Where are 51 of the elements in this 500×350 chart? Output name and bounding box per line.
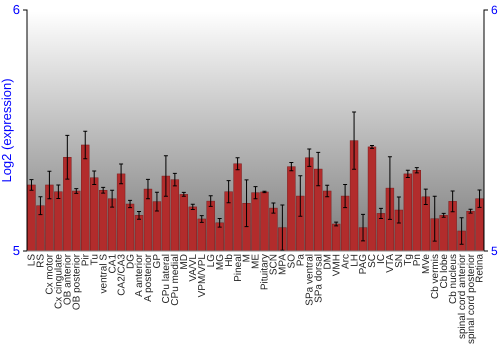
x-tick-label: CA2/CA3: [116, 254, 128, 296]
x-tick-label: PAG: [358, 254, 370, 274]
x-tick-label: MG: [214, 254, 226, 270]
x-tick-label: LH: [349, 254, 360, 267]
x-tick-label: spinal cord anterior: [456, 253, 468, 340]
x-tick-label: A anterior: [134, 253, 146, 297]
x-tick-label: SC: [367, 254, 378, 268]
x-tick-label: OB posterior: [71, 253, 82, 310]
x-tick-label: SO: [286, 254, 298, 268]
x-tick-label: SCN: [268, 254, 280, 276]
x-tick-label: Pn: [412, 254, 423, 266]
x-tick-label: Arc: [340, 254, 352, 269]
x-tick-label: Retina: [474, 254, 486, 283]
y-axis-title: Log2 (expression): [0, 78, 14, 183]
x-tick-label: VTA: [385, 254, 396, 273]
x-tick-label: VPM/VPL: [196, 254, 208, 298]
x-tick-label: spinal cord posterior: [466, 253, 477, 344]
x-tick-label: ventral S: [98, 254, 110, 294]
x-tick-label: Pir: [80, 253, 92, 266]
x-tick-label: Cb lobe: [438, 254, 450, 288]
x-tick-label: LS: [26, 254, 38, 266]
x-tick-label: MPA: [278, 254, 289, 275]
y2-tick-label: 6: [491, 2, 498, 17]
x-tick-label: Cb nucleus: [448, 254, 459, 304]
y2-tick-label: 5: [491, 244, 498, 258]
x-tick-label: SPa dorsal: [313, 254, 324, 303]
x-tick-label: Hb: [224, 254, 235, 267]
x-tick-label: MVe: [420, 254, 432, 274]
x-tick-label: SPa ventral: [304, 254, 316, 306]
x-tick-label: CA1: [107, 254, 118, 274]
x-tick-label: OB anterior: [62, 253, 74, 306]
x-tick-label: RS: [36, 254, 47, 268]
x-tick-label: A posterior: [143, 253, 154, 302]
x-tick-label: DG: [125, 254, 136, 269]
x-tick-label: IC: [376, 254, 388, 264]
x-tick-label: VA/VL: [188, 254, 199, 282]
x-tick-label: LG: [206, 254, 217, 268]
x-tick-label: CPu medial: [170, 254, 182, 306]
x-tick-label: Tg: [403, 254, 414, 266]
x-tick-label: DM: [322, 254, 334, 270]
x-tick-label: M: [242, 254, 253, 262]
x-tick-label: Pa: [296, 254, 307, 266]
x-tick-label: Cx cingulate: [54, 254, 65, 310]
x-tick-label: Pituitary: [260, 254, 271, 290]
x-tick-label: GP: [152, 254, 164, 268]
x-tick-label: Cb vermis: [430, 254, 441, 300]
x-tick-label: Tu: [89, 254, 100, 266]
x-tick-label: Pineal: [232, 254, 244, 282]
x-tick-label: ME: [250, 254, 262, 269]
x-tick-label: SN: [394, 254, 406, 268]
x-tick-label: VMH: [331, 254, 342, 276]
